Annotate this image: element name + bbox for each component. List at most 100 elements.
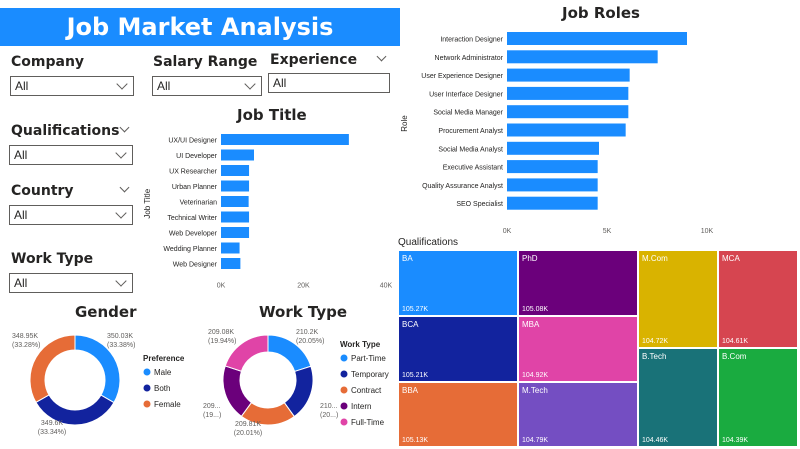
treemap-label: BCA	[402, 320, 419, 329]
work-type-dropdown-value: All	[14, 276, 28, 290]
tick-label: 0K	[217, 283, 226, 290]
treemap-cell[interactable]: B.Tech 104.46K	[638, 348, 718, 447]
category-label: Web Developer	[169, 231, 218, 238]
legend-marker	[143, 368, 151, 376]
work-type-slicer-title: Work Type	[11, 251, 94, 267]
bar	[221, 165, 250, 176]
salary-range-dropdown[interactable]: All	[152, 76, 262, 96]
bar	[507, 68, 630, 82]
treemap-cell[interactable]: MCA 104.61K	[718, 250, 798, 348]
treemap-value: 105.21K	[402, 372, 429, 379]
legend-label: Full-Time	[351, 418, 385, 427]
country-dropdown[interactable]: All	[9, 205, 133, 225]
category-label: SEO Specialist	[456, 201, 503, 208]
gender-chart-title: Gender	[75, 303, 137, 321]
work-type-chart-title: Work Type	[259, 303, 348, 321]
bar	[507, 141, 599, 155]
category-label: Quality Assurance Analyst	[422, 183, 503, 190]
legend-label: Intern	[351, 402, 371, 411]
bar	[507, 196, 598, 210]
experience-dropdown[interactable]: All	[268, 73, 390, 93]
chevron-down-icon[interactable]	[376, 51, 387, 62]
data-label: (33.34%)	[38, 429, 66, 436]
qualifications-dropdown-value: All	[14, 148, 28, 162]
treemap-cell[interactable]: PhD 105.08K	[518, 250, 638, 316]
treemap-cell[interactable]: BA 105.27K	[398, 250, 518, 316]
legend-label: Part-Time	[351, 354, 386, 363]
qualifications-chart-title: Qualifications	[398, 237, 459, 248]
treemap-value: 105.13K	[402, 437, 429, 444]
donut-slice	[222, 365, 253, 417]
treemap-value: 105.08K	[522, 306, 549, 313]
treemap-value: 104.39K	[722, 437, 749, 444]
treemap-cell[interactable]: M.Tech 104.79K	[518, 382, 638, 447]
chevron-down-icon	[115, 146, 127, 159]
treemap-label: MBA	[522, 320, 540, 329]
job-title-chart: UX/UI Designer UI Developer UX Researcher U…	[143, 134, 393, 290]
chevron-down-icon[interactable]	[119, 122, 130, 133]
company-dropdown-value: All	[15, 79, 29, 93]
data-label: 210.2K	[296, 329, 319, 336]
tick-label: 40K	[380, 283, 393, 290]
job-roles-chart-title: Job Roles	[562, 4, 640, 22]
legend-marker	[340, 354, 348, 362]
data-label: (19.94%)	[208, 338, 236, 345]
bar	[507, 123, 626, 137]
treemap-label: BBA	[402, 386, 419, 395]
company-dropdown[interactable]: All	[10, 76, 134, 96]
country-slicer-title: Country	[11, 183, 74, 199]
treemap-label: PhD	[522, 254, 538, 263]
legend-label: Male	[154, 368, 172, 377]
treemap-cell[interactable]: B.Com 104.39K	[718, 348, 798, 447]
data-label: 350.03K	[107, 333, 133, 340]
legend-marker	[340, 418, 348, 426]
y-axis-label: Job Title	[143, 188, 152, 218]
y-axis-label: Role	[400, 115, 409, 132]
data-label: 210...	[320, 403, 338, 410]
treemap-cell[interactable]: MBA 104.92K	[518, 316, 638, 382]
legend-title: Preference	[143, 354, 185, 363]
salary-range-dropdown-value: All	[157, 79, 171, 93]
category-label: Urban Planner	[172, 184, 218, 191]
qualifications-dropdown[interactable]: All	[9, 145, 133, 165]
data-label: 349.6K	[41, 420, 64, 427]
chevron-down-icon	[115, 206, 127, 219]
treemap-label: MCA	[722, 254, 740, 263]
salary-range-slicer-title: Salary Range	[153, 54, 258, 70]
country-dropdown-value: All	[14, 208, 28, 222]
experience-dropdown-value: All	[273, 76, 287, 90]
treemap-value: 104.92K	[522, 372, 549, 379]
legend-label: Temporary	[351, 370, 389, 379]
tick-label: 5K	[603, 228, 612, 234]
tick-label: 20K	[297, 283, 310, 290]
legend-label: Contract	[351, 386, 382, 395]
chevron-down-icon[interactable]	[119, 182, 130, 193]
data-label: 209.81K	[235, 421, 261, 428]
legend-marker	[143, 400, 151, 408]
category-label: User Experience Designer	[421, 73, 503, 80]
data-label: 348.95K	[12, 333, 38, 340]
treemap-value: 105.27K	[402, 306, 429, 313]
legend-label: Both	[154, 384, 170, 393]
treemap-cell[interactable]: M.Com 104.72K	[638, 250, 718, 348]
treemap-label: B.Com	[722, 352, 747, 361]
legend-marker	[340, 370, 348, 378]
data-label: 209.08K	[208, 329, 234, 336]
chevron-down-icon	[116, 77, 128, 90]
treemap-cell[interactable]: BBA 105.13K	[398, 382, 518, 447]
bar	[221, 149, 254, 161]
dashboard-title: Job Market Analysis	[0, 8, 400, 46]
tick-label: 0K	[503, 228, 512, 234]
tick-label: 10K	[701, 228, 714, 234]
treemap-cell[interactable]: BCA 105.21K	[398, 316, 518, 382]
treemap-value: 104.72K	[642, 338, 669, 345]
category-label: Executive Assistant	[443, 165, 503, 172]
treemap-label: B.Tech	[642, 352, 667, 361]
data-label: (33.28%)	[12, 342, 40, 349]
bar	[507, 86, 629, 100]
category-label: Technical Writer	[167, 215, 217, 222]
treemap-value: 104.46K	[642, 437, 669, 444]
work-type-dropdown[interactable]: All	[9, 273, 133, 293]
legend-marker	[340, 386, 348, 394]
company-slicer-title: Company	[11, 54, 85, 70]
